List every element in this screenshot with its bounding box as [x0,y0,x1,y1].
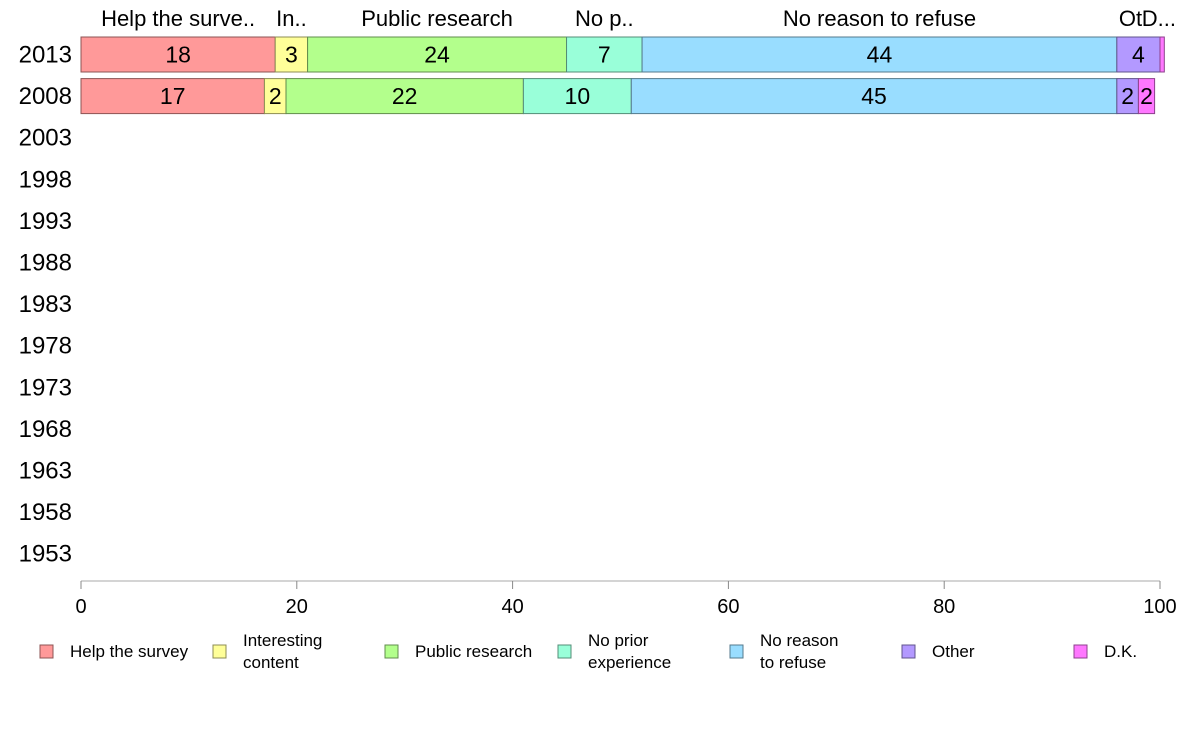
data-label-2013-0: 18 [165,42,191,68]
year-label-1978: 1978 [19,333,72,360]
data-label-2008-4: 45 [861,83,887,109]
segment-header-3: No p.. [575,6,634,31]
legend-swatch-1 [212,644,227,659]
x-axis: 0 20 40 60 80 100 [75,580,1177,618]
year-label-2013: 2013 [19,42,72,69]
data-label-2008-6: 2 [1140,83,1153,109]
x-tick-label-40: 40 [501,596,523,618]
year-label-2003: 2003 [19,125,72,152]
legend-label-5: Other [932,642,975,661]
x-tick-label-0: 0 [75,596,86,618]
data-label-2013-2: 24 [424,42,450,68]
year-label-1993: 1993 [19,208,72,235]
year-label-1958: 1958 [19,499,72,526]
segment-header-2: Public research [361,6,513,31]
segment-header-1: In.. [276,6,307,31]
legend-label-2: Public research [415,642,532,661]
bar-segment-2008-4 [630,78,1118,115]
x-tick-label-80: 80 [933,596,955,618]
bar-segment-2013-1 [274,36,309,73]
bar-segment-2013-6 [1159,36,1165,73]
year-label-1988: 1988 [19,250,72,277]
bar-segment-2008-2 [285,78,524,115]
data-label-2008-3: 10 [565,83,591,109]
data-label-2013-4: 44 [867,42,893,68]
legend-swatch-3 [557,644,572,659]
bar-segment-2013-5 [1116,36,1161,73]
year-label-1998: 1998 [19,166,72,193]
bar-segment-2008-6 [1137,78,1156,115]
segment-header-6: D... [1142,6,1176,31]
legend-swatch-5 [901,644,916,659]
x-tick-label-60: 60 [717,596,739,618]
legend-label-4: No reason to refuse [760,631,838,672]
bar-segment-2008-0 [80,78,265,115]
legend-label-6: D.K. [1104,642,1137,661]
data-label-2008-5: 2 [1121,83,1134,109]
data-label-2008-0: 17 [160,83,186,109]
segment-header-labels: Help the surve.. In.. Public research No p.… [101,6,1176,31]
data-label-2013-1: 3 [285,42,298,68]
year-label-1963: 1963 [19,458,72,485]
segment-header-0: Help the surve.. [101,6,255,31]
year-label-1983: 1983 [19,291,72,318]
x-tick-label-20: 20 [286,596,308,618]
legend-label-0: Help the survey [70,642,189,661]
stacked-bars: 18 3 24 7 44 417 2 22 10 45 2 2 [80,36,1165,115]
bar-segment-2008-3 [522,78,632,115]
x-tick-label-100: 100 [1143,596,1176,618]
legend-label-3: No prior experience [588,631,671,672]
legend-label-1: Interesting content [243,631,322,672]
legend-swatch-4 [729,644,744,659]
legend-swatch-6 [1073,644,1088,659]
legend-swatch-0 [39,644,54,659]
data-label-2008-1: 2 [269,83,282,109]
legend-swatch-2 [384,644,399,659]
bar-segment-2013-0 [80,36,276,73]
legend: Help the survey Interesting content Public … [39,631,1137,672]
year-label-1973: 1973 [19,374,72,401]
segment-header-4: No reason to refuse [783,6,976,31]
year-labels: 2013 2008 2003 1998 1993 1988 1983 1978 1973 1968… [19,42,72,568]
year-label-2008: 2008 [19,83,72,110]
year-label-1953: 1953 [19,541,72,568]
bar-segment-2013-2 [307,36,568,73]
data-label-2008-2: 22 [392,83,418,109]
data-label-2013-3: 7 [598,42,611,68]
bar-segment-2013-4 [641,36,1118,73]
segment-header-5: Ot [1119,6,1142,31]
year-label-1968: 1968 [19,416,72,443]
data-label-2013-5: 4 [1132,42,1145,68]
